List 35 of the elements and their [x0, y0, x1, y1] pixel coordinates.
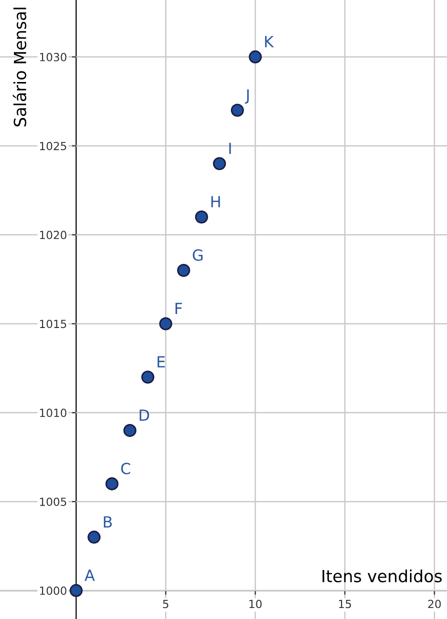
point — [123, 424, 136, 437]
annotation: G — [192, 249, 203, 261]
point — [248, 50, 262, 64]
annotation: H — [211, 196, 220, 208]
annotation: F — [176, 302, 182, 314]
point — [105, 477, 118, 490]
y-tick-label: 1015 — [40, 320, 66, 328]
annotation: B — [104, 516, 112, 528]
annotation: C — [121, 462, 130, 474]
x-axis-title: Itens vendidos — [322, 569, 442, 582]
point — [88, 530, 101, 544]
point — [212, 157, 226, 170]
y-tick-label: 1030 — [40, 52, 66, 62]
point — [230, 104, 244, 117]
x-tick-label: 10 — [249, 600, 262, 608]
annotation: K — [265, 36, 274, 48]
x-tick-label: 5 — [163, 600, 168, 608]
x-tick-label: 20 — [428, 600, 441, 608]
point — [159, 317, 172, 330]
y-axis-title: Salário Mensal — [12, 8, 26, 126]
y-tick-label: 1000 — [40, 586, 66, 595]
y-tick-label: 1005 — [40, 498, 66, 506]
point — [70, 584, 83, 598]
point — [195, 210, 208, 224]
annotation: D — [140, 410, 150, 421]
x-tick-label: 15 — [339, 600, 351, 608]
point — [141, 370, 154, 384]
annotation: I — [229, 142, 231, 154]
point — [177, 264, 190, 277]
y-tick-label: 1020 — [40, 230, 66, 240]
annotation: J — [244, 89, 249, 104]
y-tick-label: 1025 — [40, 142, 66, 150]
annotation: A — [84, 570, 95, 581]
annotation: E — [158, 356, 165, 368]
y-tick-label: 1010 — [40, 408, 66, 418]
